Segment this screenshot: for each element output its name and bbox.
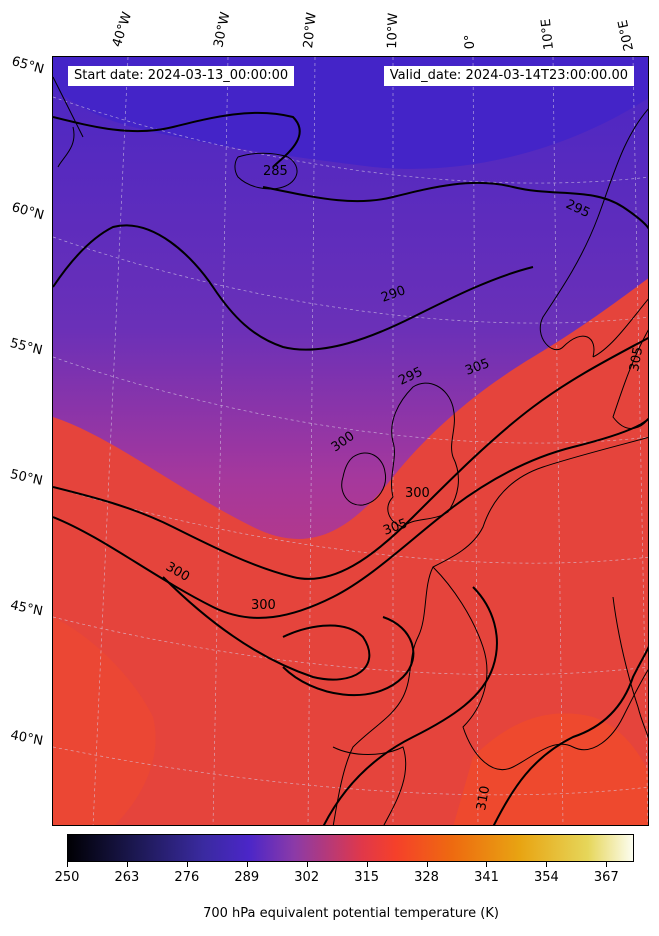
colorbar-tick	[126, 862, 128, 867]
colorbar-tick	[306, 862, 308, 867]
lat-label-55n: 55°N	[8, 336, 44, 359]
valid-date-label: Valid_date: 2024-03-14T23:00:00.00	[383, 66, 634, 86]
colorbar-tick	[67, 862, 68, 867]
colorbar-tick-label: 315	[354, 870, 380, 885]
warm-core-region	[453, 713, 648, 825]
colorbar-tick	[606, 862, 608, 867]
lon-label-0: 0°	[462, 34, 478, 50]
colorbar-tick-label: 354	[533, 870, 559, 885]
colorbar-tick-label: 263	[114, 870, 140, 885]
colorbar-tick	[366, 862, 368, 867]
colorbar-tick-label: 289	[234, 870, 260, 885]
lat-label-65n: 65°N	[9, 54, 46, 78]
colorbar	[67, 834, 634, 862]
map-panel: 285 290 295 295 300 300 300 300 305 305 …	[52, 56, 649, 826]
coastlines	[53, 76, 648, 825]
colorbar-tick-label: 328	[414, 870, 439, 885]
colorbar-tick-label: 250	[54, 870, 80, 885]
colorbar-tick-label: 367	[593, 870, 619, 885]
lat-label-45n: 45°N	[8, 598, 45, 620]
colorbar-tick	[546, 862, 548, 867]
lon-label-10e: 10°E	[538, 17, 557, 51]
lon-label-20w: 20°W	[301, 11, 320, 50]
warm-air-region	[53, 278, 648, 825]
contour-label-300-south: 300	[251, 598, 276, 613]
graticule	[53, 57, 648, 825]
lat-label-60n: 60°N	[9, 200, 46, 224]
lon-label-30w: 30°W	[211, 10, 234, 49]
contour-label-300-britain: 300	[405, 486, 430, 501]
start-date-label: Start date: 2024-03-13_00:00:00	[68, 66, 295, 86]
contour-label-310: 310	[474, 785, 493, 812]
contour-label-285: 285	[263, 164, 288, 179]
lon-label-10w: 10°W	[385, 12, 402, 49]
colorbar-tick-label: 341	[474, 870, 499, 885]
colorbar-tick	[486, 862, 488, 867]
colorbar-tick-label: 302	[294, 870, 320, 885]
contour-label-305-east: 305	[627, 346, 646, 373]
lon-label-40w: 40°W	[109, 10, 136, 49]
colorbar-tick	[246, 862, 248, 867]
colorbar-tick	[426, 862, 428, 867]
theta-e-contours	[53, 111, 648, 825]
lat-label-50n: 50°N	[8, 467, 44, 489]
warm-core-region-west	[53, 617, 156, 825]
colorbar-tick-label: 276	[174, 870, 200, 885]
lat-label-40n: 40°N	[9, 728, 45, 749]
colorbar-label: 700 hPa equivalent potential temperature…	[203, 906, 499, 921]
map-canvas: 285 290 295 295 300 300 300 300 305 305 …	[53, 57, 648, 825]
colorbar-tick	[186, 862, 188, 867]
lon-label-20e: 20°E	[615, 18, 637, 53]
